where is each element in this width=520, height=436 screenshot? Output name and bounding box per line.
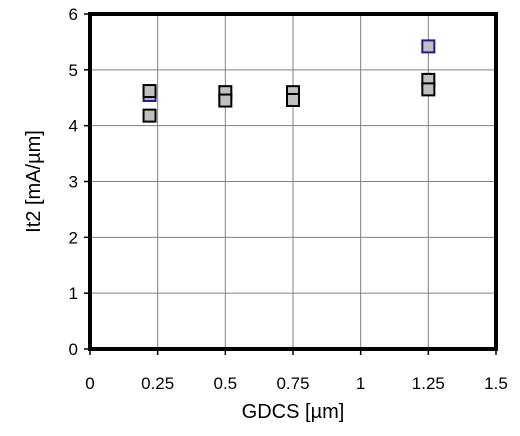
- x-axis-title: GDCS [µm]: [242, 401, 345, 423]
- y-tick-label: 3: [69, 173, 78, 192]
- x-tick-label: 1.25: [412, 374, 445, 393]
- axis-ticks: 0 0.25 0.5 0.75 1 1.25 1.5 0 1 2 3 4 5 6: [69, 5, 508, 393]
- data-point: [142, 108, 157, 123]
- data-point: [218, 93, 233, 108]
- y-tick-label: 4: [69, 117, 78, 136]
- data-point: [421, 39, 436, 54]
- x-tick-label: 0: [85, 374, 94, 393]
- x-tick-label: 0.5: [214, 374, 238, 393]
- y-tick-label: 5: [69, 61, 78, 80]
- x-tick-label: 1: [356, 374, 365, 393]
- y-tick-label: 2: [69, 228, 78, 247]
- data-points: [142, 39, 436, 123]
- data-point: [286, 92, 300, 107]
- data-point: [421, 82, 436, 97]
- data-point: [142, 84, 157, 99]
- grid: [90, 14, 496, 349]
- x-tick-label: 0.25: [141, 374, 174, 393]
- x-tick-label: 0.75: [276, 374, 309, 393]
- x-tick-label: 1.5: [484, 374, 508, 393]
- y-axis-title: It2 [mA/µm]: [23, 130, 45, 233]
- y-tick-label: 0: [69, 340, 78, 359]
- y-tick-label: 6: [69, 5, 78, 24]
- y-tick-label: 1: [69, 284, 78, 303]
